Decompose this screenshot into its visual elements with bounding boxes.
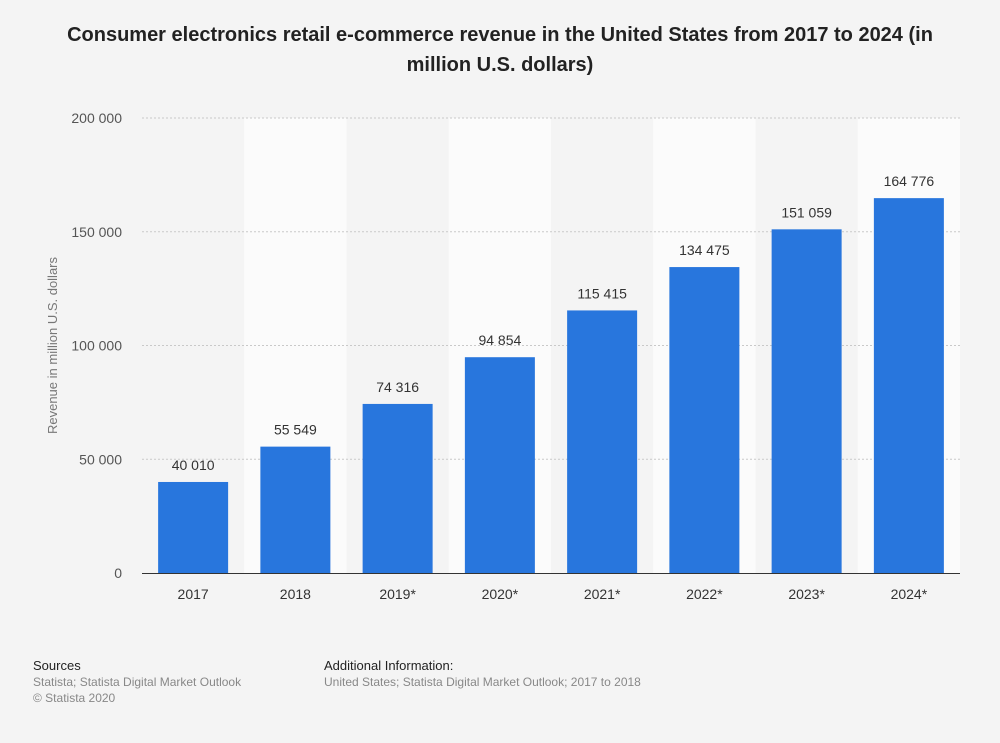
value-label: 164 776 [884, 173, 935, 189]
value-label: 74 316 [376, 379, 419, 395]
bar [464, 357, 535, 573]
value-label: 134 475 [679, 242, 730, 258]
bar [260, 446, 331, 573]
y-tick-label: 50 000 [79, 451, 122, 467]
value-labels: 40 010 55 549 74 316 94 854 115 415 134 475 15… [172, 173, 935, 473]
bar-chart: 0 50 000 100 000 150 000 200 000 40 010 55 54… [45, 110, 960, 602]
bars [158, 198, 944, 574]
bar [362, 403, 433, 573]
bar [567, 310, 638, 573]
sources-heading: Sources [33, 658, 81, 673]
value-label: 55 549 [274, 422, 317, 438]
additional-info-text: United States; Statista Digital Market O… [324, 675, 641, 689]
x-tick-label: 2024* [891, 586, 928, 602]
y-tick-label: 0 [114, 565, 122, 581]
y-tick-label: 200 000 [71, 110, 122, 126]
value-label: 40 010 [172, 457, 215, 473]
copyright-line: © Statista 2020 [33, 691, 116, 705]
additional-info-heading: Additional Information: [324, 658, 454, 673]
x-tick-label: 2018 [280, 586, 311, 602]
value-label: 151 059 [781, 204, 832, 220]
x-tick-label: 2017 [178, 586, 209, 602]
bar [873, 198, 944, 574]
x-tick-label: 2020* [482, 586, 519, 602]
additional-info-block: Additional Information: United States; S… [324, 657, 641, 690]
bar [771, 229, 842, 574]
bar [158, 481, 229, 573]
x-tick-label: 2021* [584, 586, 621, 602]
y-tick-label: 100 000 [71, 338, 122, 354]
y-axis-title: Revenue in million U.S. dollars [45, 256, 60, 434]
sources-line: Statista; Statista Digital Market Outloo… [33, 675, 242, 689]
x-tick-label: 2023* [788, 586, 825, 602]
y-tick-label: 150 000 [71, 224, 122, 240]
value-label: 94 854 [478, 332, 521, 348]
x-axis-tick-labels: 2017 2018 2019* 2020* 2021* 2022* 2023* 2024* [178, 586, 928, 602]
x-tick-label: 2019* [379, 586, 416, 602]
value-label: 115 415 [577, 285, 627, 301]
x-tick-label: 2022* [686, 586, 723, 602]
bar [669, 267, 740, 573]
chart-title: Consumer electronics retail e-commerce r… [67, 24, 933, 76]
y-axis-tick-labels: 0 50 000 100 000 150 000 200 000 [71, 110, 122, 581]
sources-block: Sources Statista; Statista Digital Marke… [33, 657, 241, 706]
